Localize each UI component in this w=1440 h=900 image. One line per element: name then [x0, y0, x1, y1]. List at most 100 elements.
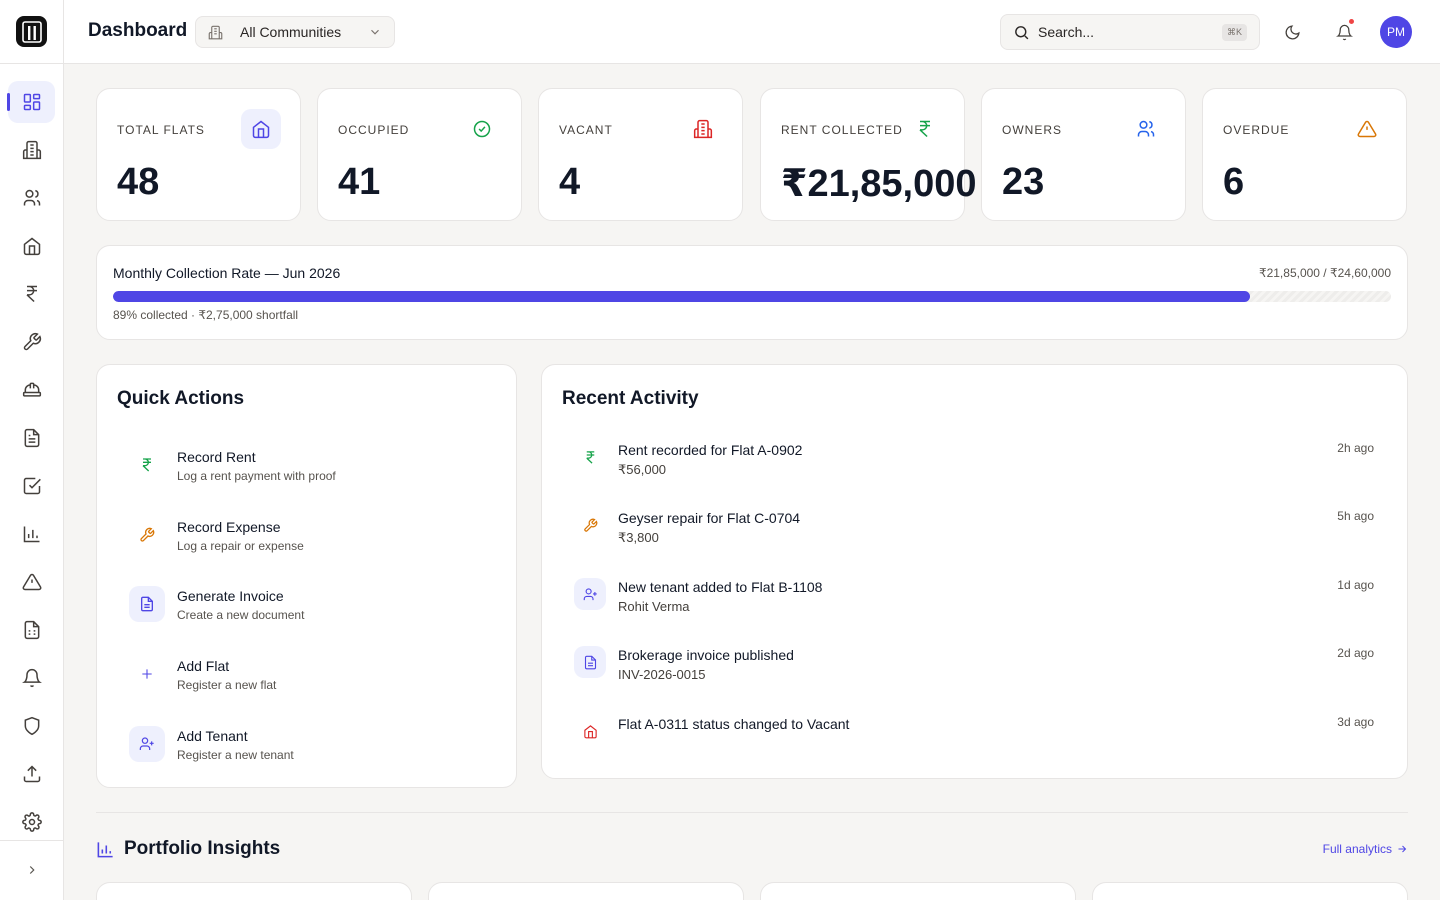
sidebar-divider — [0, 63, 63, 64]
sidebar-item-ledger[interactable] — [8, 609, 55, 651]
notifications-button[interactable] — [1332, 18, 1356, 44]
sidebar-item-notifications[interactable] — [8, 657, 55, 699]
sidebar-item-alerts[interactable] — [8, 561, 55, 603]
recent-activity-title: Recent Activity — [562, 388, 699, 409]
quick-action-icon-box — [129, 447, 165, 483]
collection-rate-amount: ₹21,85,000 / ₹24,60,000 — [1258, 266, 1391, 280]
activity-icon-box — [574, 578, 606, 610]
sidebar-item-security[interactable] — [8, 705, 55, 747]
sidebar-item-reports[interactable] — [8, 513, 55, 555]
activity-time: 1d ago — [1337, 578, 1374, 592]
activity-detail: ₹3,800 — [618, 530, 659, 545]
activity-detail: ₹56,000 — [618, 462, 667, 477]
community-selector[interactable]: All Communities — [195, 16, 395, 48]
moon-icon — [1285, 24, 1300, 39]
sidebar-item-maintenance[interactable] — [8, 321, 55, 363]
spreadsheet-icon — [24, 620, 39, 640]
activity-icon-box — [574, 441, 606, 473]
check-circle-icon — [473, 120, 491, 138]
quick-action-subtitle: Register a new tenant — [177, 748, 294, 762]
quick-action-subtitle: Log a rent payment with proof — [177, 469, 336, 483]
collection-rate-title: Monthly Collection Rate — Jun 2026 — [113, 265, 341, 281]
stat-icon-box — [1126, 109, 1166, 149]
activity-item[interactable]: Brokerage invoice published INV-2026-001… — [562, 636, 1386, 696]
theme-toggle-button[interactable] — [1280, 20, 1304, 44]
quick-action-title: Record Expense — [177, 519, 281, 535]
quick-action-generate-invoice[interactable]: Generate Invoice Create a new document — [113, 572, 499, 632]
search-icon — [1015, 25, 1029, 39]
sidebar-item-settings[interactable] — [8, 801, 55, 843]
rupee-icon — [25, 285, 37, 303]
sidebar-item-tasks[interactable] — [8, 465, 55, 507]
collection-rate-card: Monthly Collection Rate — Jun 2026 ₹21,8… — [96, 245, 1408, 340]
upload-icon — [23, 765, 40, 783]
stat-icon-box — [462, 109, 502, 149]
section-divider — [96, 812, 1408, 813]
quick-action-icon-box — [129, 517, 165, 553]
document-icon — [584, 655, 596, 669]
stat-label: OCCUPIED — [338, 123, 410, 137]
stat-label: RENT COLLECTED — [781, 123, 903, 137]
quick-action-add-tenant[interactable]: Add Tenant Register a new tenant — [113, 712, 499, 772]
checkbox-icon — [23, 477, 41, 495]
stat-icon-box — [905, 109, 945, 149]
stat-value: 48 — [117, 161, 160, 203]
activity-item[interactable]: Flat A-0311 status changed to Vacant 3d … — [562, 705, 1386, 765]
stat-icon-box — [683, 109, 723, 149]
stat-label: OVERDUE — [1223, 123, 1290, 137]
avatar[interactable]: PM — [1380, 16, 1412, 48]
activity-item[interactable]: Rent recorded for Flat A-0902 ₹56,000 2h… — [562, 431, 1386, 491]
insight-card — [96, 882, 412, 900]
top-header: Dashboard All Communities Search... ⌘K P… — [64, 0, 1440, 64]
stat-card-total-flats: TOTAL FLATS 48 — [96, 88, 301, 221]
stat-value: 23 — [1002, 161, 1045, 203]
activity-item[interactable]: Geyser repair for Flat C-0704 ₹3,800 5h … — [562, 499, 1386, 559]
app-logo[interactable] — [16, 16, 47, 47]
home-icon — [583, 724, 597, 738]
wrench-icon — [583, 518, 597, 532]
activity-title: Flat A-0311 status changed to Vacant — [618, 716, 850, 732]
sidebar-item-import[interactable] — [8, 753, 55, 795]
shield-icon — [24, 716, 39, 736]
quick-action-subtitle: Log a repair or expense — [177, 539, 304, 553]
activity-detail: Rohit Verma — [618, 599, 690, 614]
sidebar-divider — [0, 840, 63, 841]
activity-icon-box — [574, 646, 606, 678]
sidebar-item-dashboard[interactable] — [7, 81, 55, 123]
user-plus-icon — [139, 737, 154, 750]
chevron-down-icon — [371, 29, 379, 35]
collection-rate-note: 89% collected · ₹2,75,000 shortfall — [113, 308, 299, 322]
dashboard-icon — [23, 93, 40, 111]
sidebar-item-people[interactable] — [8, 177, 55, 219]
activity-item[interactable]: New tenant added to Flat B-1108 Rohit Ve… — [562, 568, 1386, 628]
quick-action-title: Generate Invoice — [177, 588, 284, 604]
activity-time: 3d ago — [1337, 715, 1374, 729]
quick-action-subtitle: Register a new flat — [177, 678, 277, 692]
warning-icon — [1357, 120, 1377, 138]
settings-icon — [21, 812, 42, 832]
quick-action-subtitle: Create a new document — [177, 608, 305, 622]
collection-progress-track — [113, 291, 1391, 302]
quick-action-add-flat[interactable]: Add Flat Register a new flat — [113, 642, 499, 702]
home-icon — [23, 237, 40, 256]
sidebar-item-rent[interactable] — [8, 273, 55, 315]
stat-value: 6 — [1223, 161, 1245, 203]
quick-action-record-expense[interactable]: Record Expense Log a repair or expense — [113, 503, 499, 563]
quick-action-icon-box — [129, 656, 165, 692]
quick-action-record-rent[interactable]: Record Rent Log a rent payment with proo… — [113, 433, 499, 493]
insight-card — [428, 882, 744, 900]
home-icon — [252, 120, 270, 139]
sidebar-item-flats[interactable] — [8, 225, 55, 267]
full-analytics-link[interactable]: Full analytics — [1323, 842, 1408, 856]
users-icon — [1137, 120, 1155, 137]
sidebar-collapse-button[interactable] — [22, 860, 42, 880]
user-plus-icon — [583, 587, 597, 600]
sidebar-item-invoices[interactable] — [8, 417, 55, 459]
search-input[interactable]: Search... ⌘K — [1000, 14, 1260, 50]
users-icon — [23, 189, 40, 206]
logo-icon — [21, 20, 42, 43]
sidebar-item-communities[interactable] — [8, 129, 55, 171]
document-icon — [141, 596, 153, 612]
stat-icon-box — [1347, 109, 1387, 149]
sidebar-item-vendors[interactable] — [8, 369, 55, 411]
